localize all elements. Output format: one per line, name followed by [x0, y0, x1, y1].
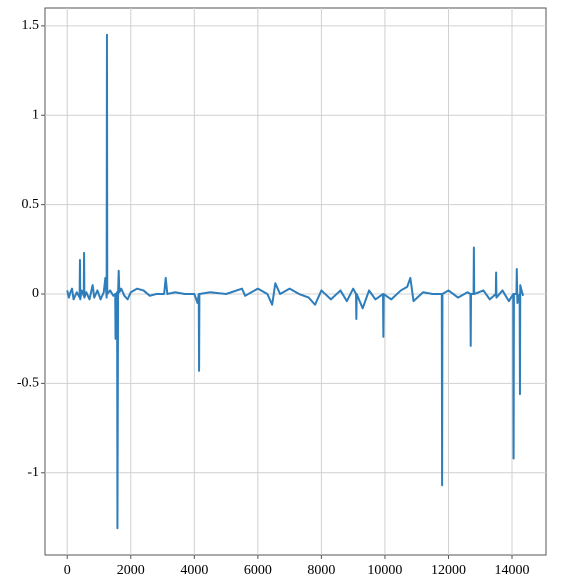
y-tick-label: 0 [32, 286, 39, 301]
y-tick-label: 0.5 [22, 197, 40, 212]
x-tick-label: 10000 [367, 563, 402, 578]
x-tick-label: 6000 [244, 563, 272, 578]
plot-frame [44, 7, 547, 556]
series-line [66, 33, 525, 530]
x-tick-label: 8000 [307, 563, 335, 578]
y-tick-label: 1 [32, 107, 39, 122]
x-tick-label: 0 [64, 563, 71, 578]
y-tick-label: -1 [27, 465, 39, 480]
x-tick-label: 2000 [117, 563, 145, 578]
x-tick-label: 14000 [495, 563, 530, 578]
x-tick-label: 4000 [180, 563, 208, 578]
x-tick-label: 12000 [431, 563, 466, 578]
y-tick-label: 1.5 [22, 18, 40, 33]
y-tick-label: -0.5 [17, 376, 39, 391]
